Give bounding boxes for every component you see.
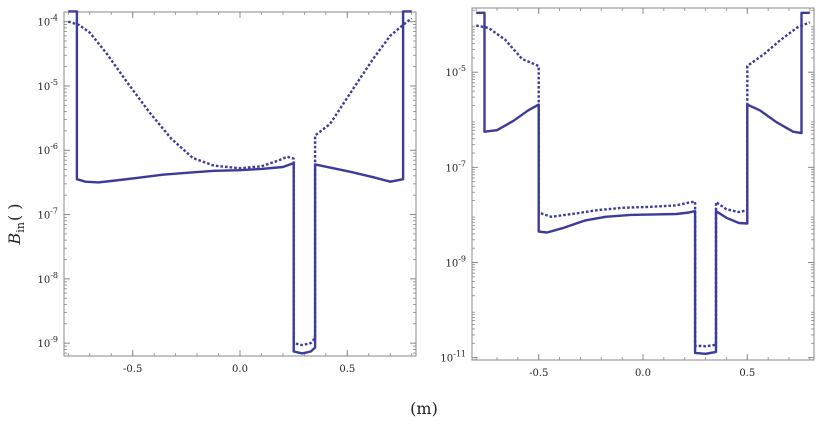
x-tick-label: 0.5 — [339, 364, 355, 375]
y-tick-label: 10-7 — [37, 207, 58, 222]
x-axis-title: (m) — [410, 399, 438, 418]
y-tick-label: 10-8 — [37, 271, 58, 286]
y-axis-title-main: B — [5, 232, 24, 245]
y-tick-label: 10-9 — [445, 254, 466, 269]
y-axis-title-unit: ( ) — [5, 204, 24, 222]
y-tick-label: 10-6 — [37, 142, 58, 157]
y-axis-title-sub: in — [14, 222, 27, 233]
y-tick-label: 10-4 — [37, 14, 58, 29]
x-tick-label: 0.5 — [739, 368, 755, 379]
left-panel: 10-9 10-8 10-7 10-6 10-5 10-4 -0.5 0.0 0.5 — [37, 10, 417, 375]
dotted-curve — [67, 17, 413, 347]
y-tick-label: 10-11 — [440, 350, 466, 365]
solid-curve — [476, 11, 810, 355]
dotted-curve — [475, 21, 811, 348]
plot-frame — [471, 7, 815, 361]
solid-curve — [68, 10, 412, 355]
right-panel: 10-11 10-9 10-7 10-5 -0.5 0.0 0.5 — [440, 7, 815, 379]
x-tick-label: 0.0 — [232, 364, 248, 375]
y-tick-label: 10-5 — [37, 78, 58, 93]
y-tick-label: 10-9 — [37, 335, 58, 350]
plot-frame — [63, 11, 417, 357]
y-tick-label: 10-5 — [445, 64, 466, 79]
y-axis-title: Bin( ) — [5, 204, 27, 246]
x-tick-label: 0.0 — [635, 368, 651, 379]
x-tick-label: -0.5 — [123, 364, 142, 375]
y-tick-label: 10-7 — [445, 159, 466, 174]
x-tick-label: -0.5 — [529, 368, 548, 379]
